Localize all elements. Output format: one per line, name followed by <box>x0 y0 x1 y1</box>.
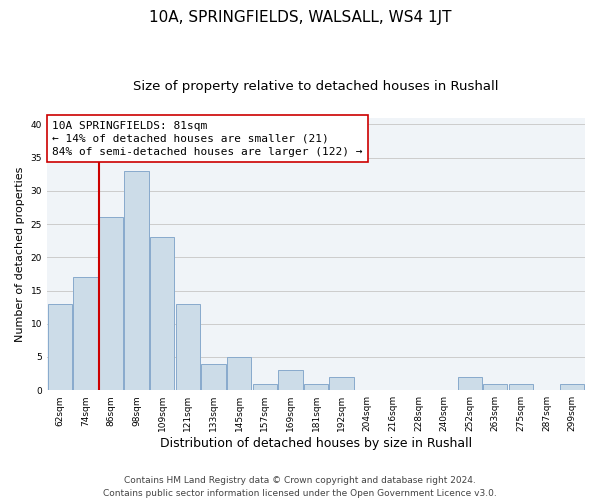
Bar <box>124 171 149 390</box>
Bar <box>227 357 251 390</box>
Bar <box>150 238 175 390</box>
Text: Contains HM Land Registry data © Crown copyright and database right 2024.
Contai: Contains HM Land Registry data © Crown c… <box>103 476 497 498</box>
Title: Size of property relative to detached houses in Rushall: Size of property relative to detached ho… <box>133 80 499 93</box>
Bar <box>329 377 354 390</box>
Bar <box>47 304 72 390</box>
Bar <box>509 384 533 390</box>
Bar <box>483 384 508 390</box>
Text: 10A SPRINGFIELDS: 81sqm
← 14% of detached houses are smaller (21)
84% of semi-de: 10A SPRINGFIELDS: 81sqm ← 14% of detache… <box>52 120 363 157</box>
Bar <box>560 384 584 390</box>
Bar <box>176 304 200 390</box>
Text: 10A, SPRINGFIELDS, WALSALL, WS4 1JT: 10A, SPRINGFIELDS, WALSALL, WS4 1JT <box>149 10 451 25</box>
Bar <box>201 364 226 390</box>
Bar <box>253 384 277 390</box>
Y-axis label: Number of detached properties: Number of detached properties <box>15 166 25 342</box>
X-axis label: Distribution of detached houses by size in Rushall: Distribution of detached houses by size … <box>160 437 472 450</box>
Bar <box>99 218 123 390</box>
Bar <box>73 277 98 390</box>
Bar <box>304 384 328 390</box>
Bar <box>458 377 482 390</box>
Bar <box>278 370 302 390</box>
